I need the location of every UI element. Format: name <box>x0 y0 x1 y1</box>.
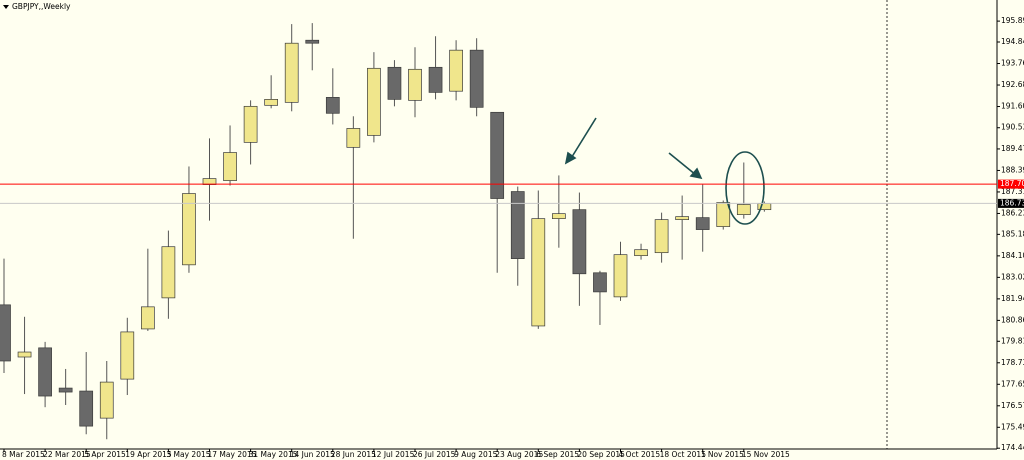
bull-body <box>182 193 196 266</box>
y-tick-label: 189.470 <box>1001 144 1024 153</box>
y-tick-label: 190.535 <box>1001 123 1024 132</box>
bull-body <box>120 331 135 380</box>
bear-body <box>387 66 402 100</box>
price-label-box <box>998 179 1024 189</box>
bull-body <box>243 105 258 143</box>
bear-body <box>428 66 443 93</box>
bear-body <box>469 49 484 108</box>
y-tick-label: 174.440 <box>1001 443 1024 452</box>
x-tick-label: 6 Sep 2015 <box>536 450 579 459</box>
bull-body <box>736 204 751 215</box>
x-tick-label: 17 May 2015 <box>208 450 257 459</box>
y-tick-label: 183.020 <box>1001 272 1024 281</box>
x-tick-label: 3 May 2015 <box>166 450 210 459</box>
price-label-box <box>998 198 1024 208</box>
bear-body <box>0 304 11 362</box>
bear-body <box>79 390 94 427</box>
y-tick-label: 177.650 <box>1001 379 1024 388</box>
annotations <box>564 117 765 225</box>
arrow <box>569 117 597 161</box>
bear-body <box>38 347 52 397</box>
x-tick-label: 4 Oct 2015 <box>619 450 661 459</box>
y-tick-label: 188.390 <box>1001 165 1024 174</box>
y-tick-label: 187.310 <box>1001 187 1024 196</box>
bull-body <box>675 216 690 220</box>
bear-body <box>58 387 73 393</box>
price-label: 186.735 <box>1000 198 1024 207</box>
y-tick-label: 176.570 <box>1001 401 1024 410</box>
y-tick-label: 180.860 <box>1001 315 1024 324</box>
x-tick-label: 23 Aug 2015 <box>495 450 543 459</box>
x-tick-label: 20 Sep 2015 <box>577 450 625 459</box>
bull-body <box>634 249 648 257</box>
bull-body <box>17 351 32 358</box>
bull-body <box>716 202 731 227</box>
menu-triangle[interactable] <box>3 5 9 9</box>
y-tick-label: 179.810 <box>1001 336 1024 345</box>
arrow-head <box>564 151 577 165</box>
arrow <box>668 152 697 176</box>
x-tick-label: 9 Aug 2015 <box>454 450 497 459</box>
x-tick-label: 5 Apr 2015 <box>84 450 126 459</box>
y-tick-label: 193.760 <box>1001 59 1024 68</box>
bear-body <box>572 209 587 275</box>
y-tick-label: 184.100 <box>1001 251 1024 260</box>
highlight-ellipse <box>725 151 765 225</box>
bull-body <box>531 218 546 327</box>
x-tick-label: 15 Nov 2015 <box>742 450 790 459</box>
price-label: 187.703 <box>1000 179 1024 188</box>
bear-body <box>593 272 607 293</box>
bull-body <box>551 213 566 219</box>
y-tick-label: 178.730 <box>1001 358 1024 367</box>
x-tick-label: 19 Apr 2015 <box>125 450 172 459</box>
y-tick-label: 194.840 <box>1001 37 1024 46</box>
bull-body <box>284 42 299 103</box>
bull-body <box>449 49 463 92</box>
bull-body <box>408 68 422 101</box>
bear-body <box>510 191 525 259</box>
bear-body <box>695 217 710 230</box>
y-tick-label: 192.680 <box>1001 80 1024 89</box>
bull-body <box>161 246 176 299</box>
x-tick-label: 26 Jul 2015 <box>413 450 456 459</box>
y-tick-label: 191.600 <box>1001 102 1024 111</box>
bull-body <box>223 152 237 181</box>
y-tick-label: 181.940 <box>1001 294 1024 303</box>
y-tick-label: 195.890 <box>1001 16 1024 25</box>
x-tick-label: 12 Jul 2015 <box>372 450 415 459</box>
bull-body <box>367 67 381 136</box>
y-tick-label: 175.490 <box>1001 422 1024 431</box>
arrow-head <box>689 167 703 180</box>
y-tick-label: 185.180 <box>1001 229 1024 238</box>
x-tick-label: 1 Nov 2015 <box>701 450 744 459</box>
x-tick-label: 22 Mar 2015 <box>43 450 91 459</box>
x-tick-label: 31 May 2015 <box>249 450 298 459</box>
bear-body <box>305 39 320 44</box>
bull-body <box>264 99 278 106</box>
bear-body <box>490 111 505 199</box>
x-tick-label: 18 Oct 2015 <box>660 450 707 459</box>
plot <box>0 23 772 440</box>
y-tick-label: 186.230 <box>1001 208 1024 217</box>
bull-body <box>141 306 155 330</box>
bear-body <box>325 97 340 114</box>
x-tick-label: 14 Jun 2015 <box>290 450 335 459</box>
x-tick-label: 28 Jun 2015 <box>331 450 376 459</box>
bull-body <box>613 254 628 298</box>
bull-body <box>654 219 669 254</box>
bull-body <box>346 128 361 148</box>
x-tick-label: 8 Mar 2015 <box>2 450 45 459</box>
chart-title: GBPJPY,,Weekly <box>12 2 71 11</box>
bull-body <box>99 381 114 419</box>
